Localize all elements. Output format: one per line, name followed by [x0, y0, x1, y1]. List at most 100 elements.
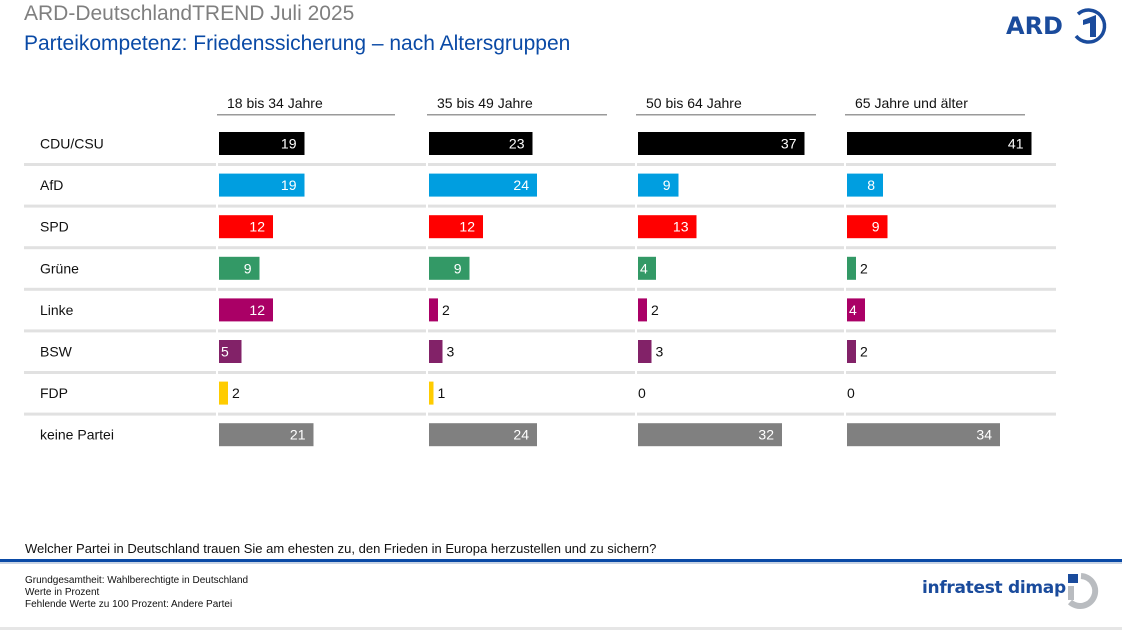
survey-question: Welcher Partei in Deutschland trauen Sie…: [25, 541, 657, 556]
data-label: 24: [513, 177, 529, 193]
bar: [219, 132, 305, 155]
data-label: 32: [758, 427, 774, 443]
panel-header-underline: [636, 114, 816, 116]
data-label: 19: [281, 136, 297, 152]
panel-header: 18 bis 34 Jahre: [227, 95, 323, 111]
data-label: 24: [513, 427, 529, 443]
bar: [847, 256, 856, 280]
separator-gap: [426, 162, 428, 167]
bar: [219, 340, 242, 363]
separator-gap: [216, 411, 218, 417]
separator-gap: [426, 411, 428, 417]
bar: [429, 340, 443, 363]
data-label: 0: [638, 385, 646, 401]
separator-gap: [426, 286, 428, 292]
separator-gap: [426, 245, 428, 251]
bar: [638, 256, 656, 280]
data-label: 5: [221, 344, 229, 360]
data-label: 21: [290, 427, 306, 443]
category-label: Linke: [40, 302, 74, 318]
separator-gap: [216, 203, 218, 209]
bar: [638, 340, 652, 363]
bar: [429, 173, 537, 197]
category-label: FDP: [40, 385, 68, 401]
data-label: 9: [454, 260, 462, 276]
data-label: 12: [249, 219, 265, 235]
data-label: 23: [509, 136, 525, 152]
data-label: 0: [847, 385, 855, 401]
chart-area: 18 bis 34 Jahre 35 bis 49 Jahre 50 bis 64 …: [24, 95, 1056, 447]
row-separator: [24, 371, 1056, 374]
bar: [219, 298, 273, 322]
separator-gap: [635, 370, 637, 375]
bar: [847, 340, 856, 363]
category-label: SPD: [40, 219, 69, 235]
data-label: 2: [860, 344, 868, 360]
data-label: 34: [976, 427, 992, 443]
separator-gap: [216, 162, 218, 167]
panel-header: 50 bis 64 Jahre: [646, 95, 742, 111]
separator-gap: [426, 203, 428, 209]
separator-gap: [216, 328, 218, 334]
separator-gap: [216, 286, 218, 292]
panel-header: 65 Jahre und älter: [855, 95, 968, 111]
data-label: 2: [860, 260, 868, 276]
data-label: 9: [663, 177, 671, 193]
bar: [219, 173, 305, 197]
data-label: 4: [640, 260, 648, 276]
separator-gap: [844, 411, 846, 417]
data-label: 12: [459, 219, 475, 235]
category-label: AfD: [40, 177, 63, 193]
bar: [847, 215, 888, 239]
separator-gap: [216, 370, 218, 375]
row-separator: [24, 412, 1056, 416]
data-label: 3: [447, 344, 455, 360]
bar: [638, 132, 805, 155]
bar: [847, 298, 865, 322]
bar: [219, 381, 228, 405]
separator-gap: [844, 328, 846, 334]
category-label: BSW: [40, 344, 73, 360]
separator-gap: [844, 245, 846, 251]
bar: [638, 298, 647, 322]
data-label: 1: [438, 385, 446, 401]
bar: [429, 423, 537, 447]
separator-gap: [635, 162, 637, 167]
report-title: ARD-DeutschlandTREND Juli 2025: [24, 2, 355, 25]
separator-gap: [426, 370, 428, 375]
category-label: CDU/CSU: [40, 136, 104, 152]
data-label: 9: [244, 260, 252, 276]
separator-gap: [844, 370, 846, 375]
ard-logo-text: ARD: [1006, 12, 1063, 40]
divider: [0, 559, 1122, 562]
note-population: Grundgesamtheit: Wahlberechtigte in Deut…: [25, 575, 249, 586]
separator-gap: [426, 328, 428, 334]
data-label: 2: [442, 302, 450, 318]
separator-gap: [844, 203, 846, 209]
panel-header: 35 bis 49 Jahre: [437, 95, 533, 111]
data-label: 4: [849, 302, 857, 318]
row-separator: [24, 204, 1056, 208]
data-label: 13: [673, 219, 689, 235]
data-label: 19: [281, 177, 297, 193]
category-label: keine Partei: [40, 427, 114, 443]
bar: [219, 215, 273, 239]
bar: [429, 381, 434, 405]
panel-header-underline: [217, 114, 395, 116]
separator-gap: [844, 286, 846, 292]
divider-shadow: [0, 562, 1122, 564]
ard-one-icon: [1074, 8, 1107, 44]
bar: [638, 423, 782, 447]
bar: [638, 173, 679, 197]
bar: [847, 173, 883, 197]
bar: [638, 215, 697, 239]
bar: [847, 423, 1000, 447]
separator-gap: [635, 286, 637, 292]
bar: [219, 256, 260, 280]
data-label: 9: [872, 219, 880, 235]
bar: [219, 423, 314, 447]
separator-gap: [635, 328, 637, 334]
data-label: 41: [1008, 136, 1024, 152]
separator-gap: [844, 162, 846, 167]
row-separator: [24, 287, 1056, 291]
